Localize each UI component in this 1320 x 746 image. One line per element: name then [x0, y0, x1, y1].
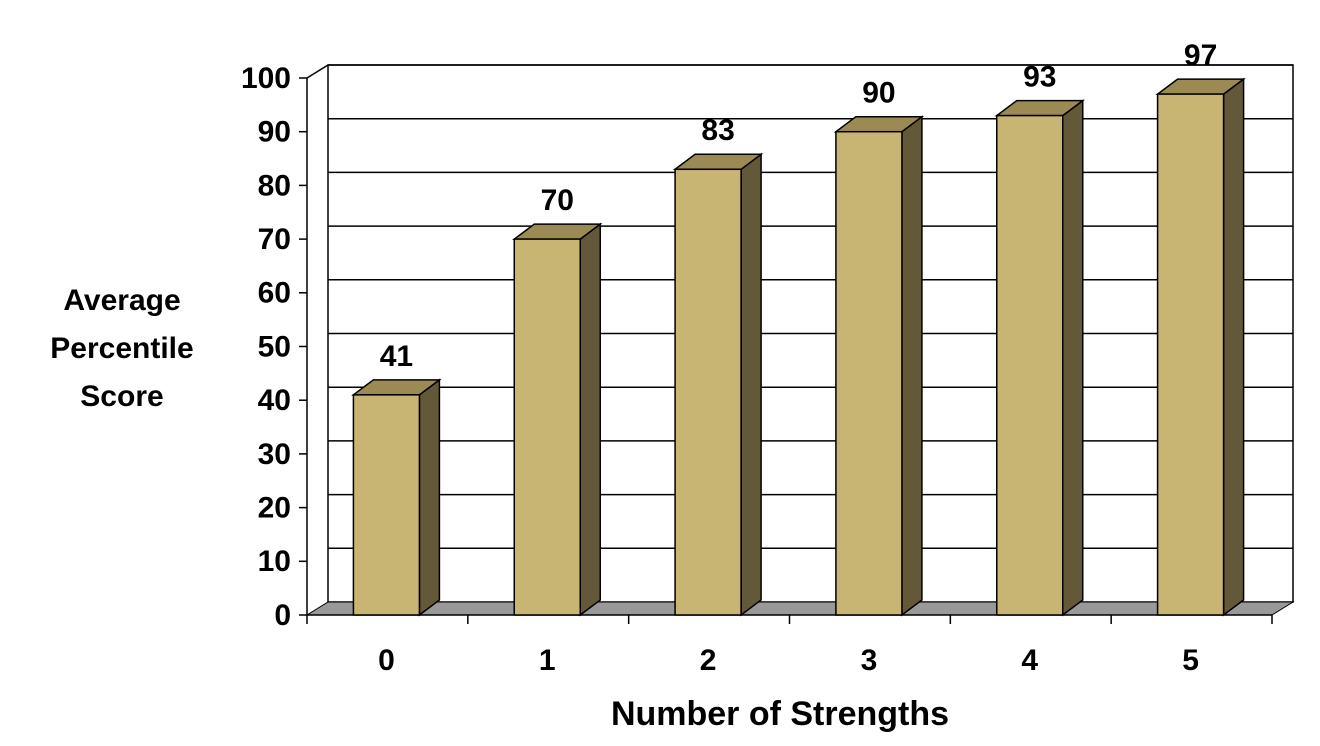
x-tick-label: 5: [1182, 644, 1199, 677]
bar: [1156, 93, 1225, 616]
y-tick-label: 0: [274, 599, 291, 632]
y-tick-label: 50: [258, 330, 291, 363]
data-label: 70: [541, 184, 574, 217]
y-tick-label: 10: [258, 545, 291, 578]
bar-side: [1222, 77, 1245, 617]
x-tick-label: 1: [539, 644, 556, 677]
y-tick-label: 20: [258, 492, 291, 525]
y-axis-label: Percentile: [50, 332, 193, 365]
data-label: 90: [862, 77, 895, 110]
floor: [305, 601, 1295, 616]
data-label: 93: [1023, 61, 1056, 94]
data-label: 41: [380, 340, 413, 373]
y-axis-label: Score: [80, 380, 163, 413]
y-tick-label: 60: [258, 277, 291, 310]
bar: [352, 394, 421, 616]
bar-side: [1062, 99, 1084, 617]
x-tick-label: 2: [700, 644, 717, 677]
y-tick-label: 30: [258, 438, 291, 471]
bar-side: [418, 378, 441, 617]
bar-side: [901, 115, 923, 617]
x-tick-label: 0: [378, 644, 395, 677]
y-tick-label: 90: [258, 116, 291, 149]
y-tick-label: 70: [258, 223, 291, 256]
y-axis-label: Average: [63, 284, 180, 317]
y-tick-label: 100: [241, 62, 291, 95]
bar-side: [740, 152, 762, 617]
side-wall-edge: [306, 64, 329, 79]
y-tick-label: 40: [258, 384, 291, 417]
y-tick-label: 80: [258, 169, 291, 202]
x-axis-label: Number of Strengths: [611, 695, 949, 733]
data-label: 97: [1184, 39, 1217, 72]
bar: [835, 130, 903, 616]
bar-side: [579, 222, 601, 617]
bar: [513, 238, 581, 616]
data-label: 83: [701, 114, 734, 147]
bar: [996, 114, 1064, 616]
x-tick-label: 4: [1021, 644, 1038, 677]
bar: [674, 168, 742, 616]
x-tick-label: 3: [861, 644, 878, 677]
